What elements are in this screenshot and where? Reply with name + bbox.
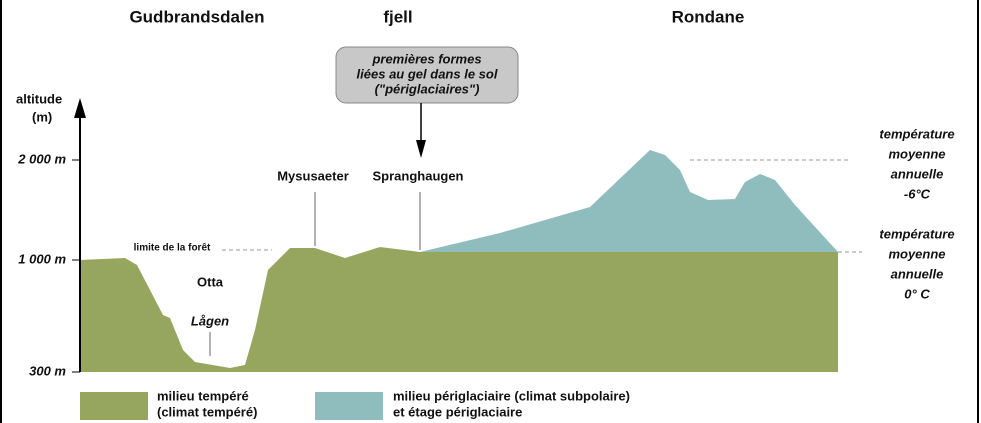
- legend-label: (climat tempéré): [157, 404, 257, 419]
- axis-title: altitude: [16, 91, 62, 106]
- annotation: moyenne: [888, 246, 945, 261]
- place-label: Lågen: [191, 313, 229, 328]
- region-title: fjell: [383, 7, 412, 26]
- annotation: -6°C: [904, 186, 931, 201]
- place-label: Mysusaeter: [277, 168, 349, 183]
- axis-arrow: [74, 98, 86, 118]
- callout-text: liées au gel dans le sol: [357, 66, 498, 81]
- annotation: moyenne: [888, 146, 945, 161]
- tick-label: 1 000 m: [18, 251, 66, 266]
- place-label: Spranghaugen: [372, 168, 463, 183]
- tick-label: 2 000 m: [17, 151, 66, 166]
- axis-title: (m): [32, 109, 52, 124]
- periglacial-zone: [420, 150, 838, 252]
- region-title: Rondane: [672, 7, 745, 26]
- temperate-zone: [80, 247, 838, 372]
- annotation: annuelle: [891, 266, 944, 281]
- callout-text: premières formes: [371, 51, 481, 66]
- callout-text: ("périglaciaires"): [375, 81, 480, 96]
- legend-label: milieu tempéré: [157, 388, 249, 403]
- place-label: limite de la forêt: [134, 243, 211, 254]
- tick-label: 300 m: [29, 363, 66, 378]
- place-label: Otta: [197, 274, 224, 289]
- legend-swatch: [80, 392, 148, 420]
- legend-label: milieu périglaciaire (climat subpolaire): [393, 388, 630, 403]
- annotation: température: [879, 226, 954, 241]
- legend-label: et étage périglaciaire: [393, 404, 522, 419]
- region-title: Gudbrandsdalen: [129, 7, 264, 26]
- legend-swatch: [315, 392, 383, 420]
- callout-arrowhead: [416, 140, 426, 158]
- annotation: 0° C: [904, 286, 930, 301]
- annotation: température: [879, 126, 954, 141]
- diagram: altitude (m) 2 000 m 1 000 m 300 m Gudbr…: [0, 0, 981, 423]
- annotation: annuelle: [891, 166, 944, 181]
